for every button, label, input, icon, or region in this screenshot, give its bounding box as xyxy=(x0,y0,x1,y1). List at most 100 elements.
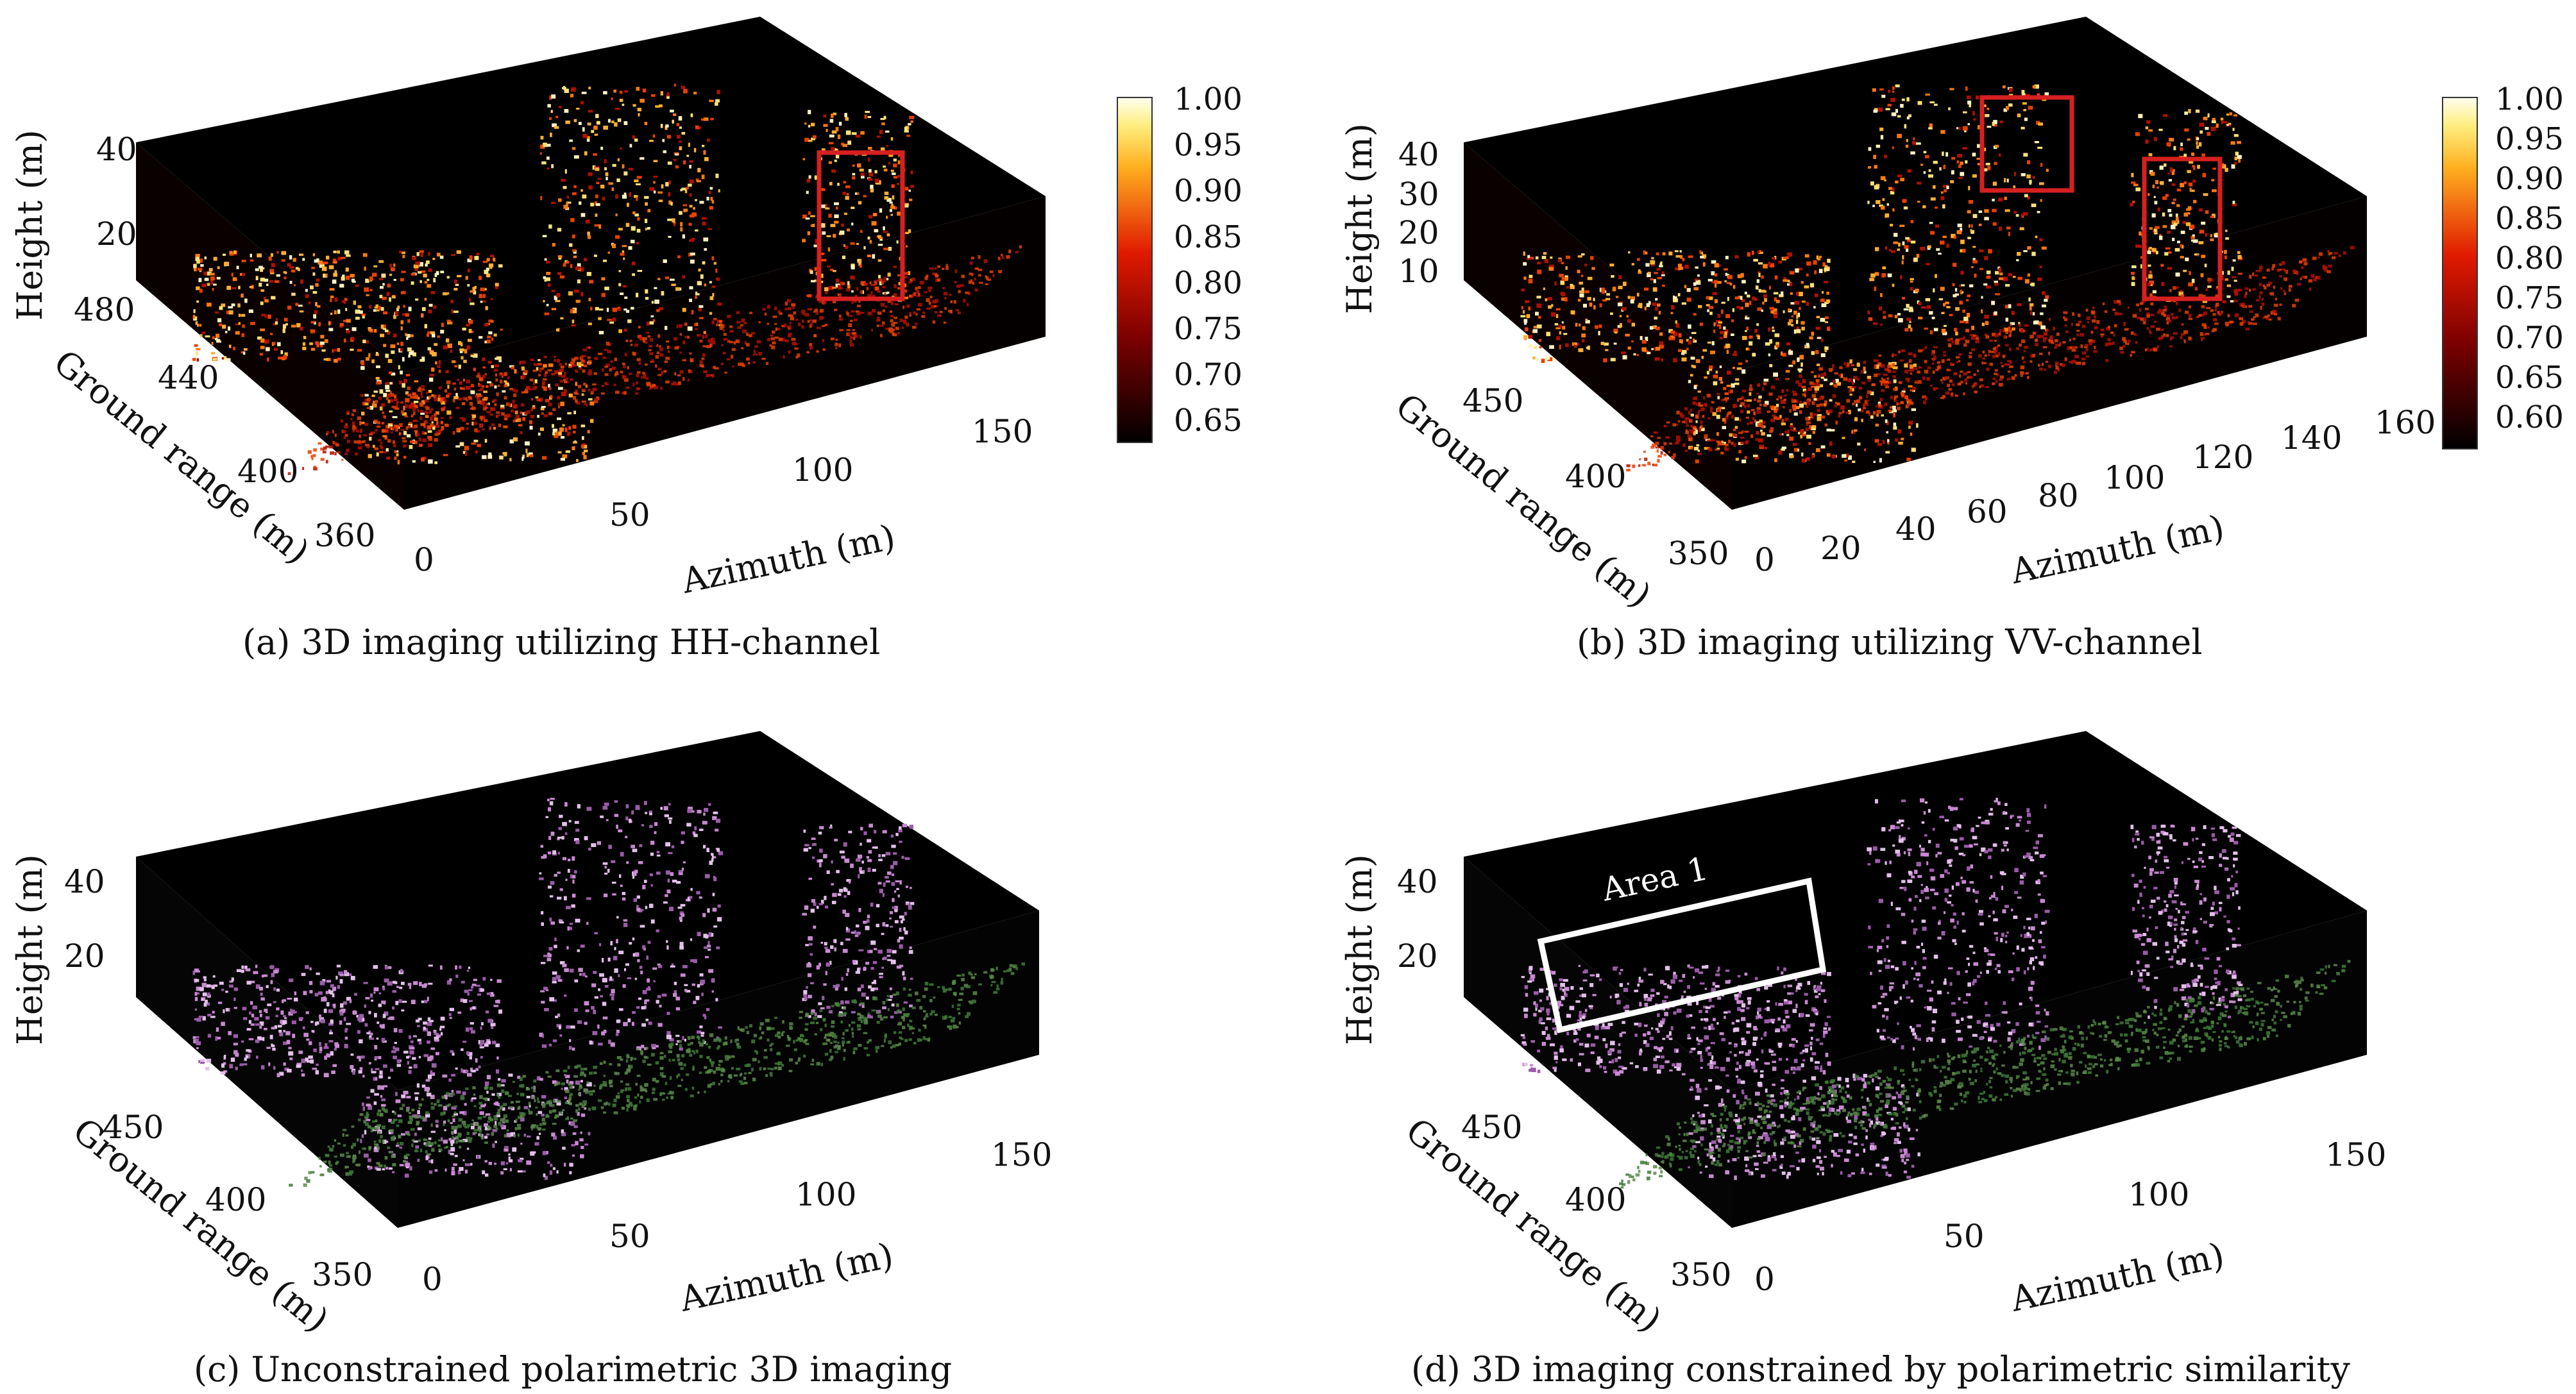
scatter-point xyxy=(850,275,855,280)
scatter-point xyxy=(928,286,933,290)
scatter-point xyxy=(1523,310,1525,314)
scatter-point xyxy=(612,317,616,322)
scatter-point xyxy=(1759,444,1764,448)
scatter-point xyxy=(2023,109,2027,112)
scatter-point xyxy=(2182,221,2187,224)
scatter-point xyxy=(604,382,608,385)
panel-a-colorbar: 1.000.950.900.850.800.750.700.65 xyxy=(1117,81,1242,443)
scatter-point xyxy=(2181,333,2185,336)
scatter-point xyxy=(258,282,262,287)
scatter-point xyxy=(617,158,620,162)
scatter-point xyxy=(2190,236,2194,239)
scatter-point xyxy=(1744,441,1749,444)
scatter-point xyxy=(1730,389,1733,394)
scatter-point xyxy=(1951,156,1956,160)
scatter-point xyxy=(349,999,352,1004)
scatter-point xyxy=(1733,404,1738,408)
scatter-point xyxy=(870,185,874,189)
scatter-point xyxy=(2253,316,2256,319)
scatter-point xyxy=(326,1002,330,1007)
scatter-point xyxy=(1718,376,1722,381)
scatter-point xyxy=(573,155,579,159)
scatter-point xyxy=(1679,267,1684,270)
scatter-point xyxy=(330,1019,334,1024)
scatter-point xyxy=(366,357,370,361)
scatter-point xyxy=(1534,346,1538,349)
scatter-point xyxy=(555,328,559,332)
scatter-point xyxy=(2038,321,2042,326)
scatter-point xyxy=(1894,395,1898,398)
scatter-point xyxy=(623,192,627,196)
scatter-point xyxy=(1695,430,1698,434)
colorbar-tick-label: 1.00 xyxy=(2495,81,2564,117)
scatter-point xyxy=(249,1011,251,1015)
scatter-point xyxy=(2284,270,2287,273)
scatter-point xyxy=(1923,171,1926,174)
scatter-point xyxy=(545,399,550,403)
scatter-point xyxy=(1650,435,1654,437)
scatter-point xyxy=(897,212,901,216)
scatter-point xyxy=(207,1002,210,1006)
scatter-point xyxy=(849,343,854,347)
scatter-point xyxy=(368,328,373,332)
scatter-point xyxy=(883,231,888,233)
scatter-point xyxy=(681,187,687,190)
scatter-point xyxy=(330,312,333,315)
scatter-point xyxy=(421,358,425,360)
scatter-point xyxy=(661,184,664,189)
scatter-point xyxy=(1849,359,1852,364)
scatter-point xyxy=(824,204,827,208)
scatter-point xyxy=(2046,169,2049,172)
scatter-point xyxy=(196,348,201,351)
scatter-point xyxy=(788,334,791,338)
scatter-point xyxy=(1955,307,1960,311)
scatter-point xyxy=(860,172,865,176)
scatter-point xyxy=(226,285,232,290)
scatter-point xyxy=(860,230,863,233)
scatter-point xyxy=(410,396,414,399)
scatter-point xyxy=(1955,356,1960,358)
scatter-point xyxy=(547,369,552,372)
scatter-point xyxy=(244,298,248,303)
scatter-point xyxy=(802,214,807,219)
scatter-point xyxy=(551,94,556,99)
scatter-point xyxy=(2183,181,2187,185)
scatter-point xyxy=(580,355,584,358)
scatter-point xyxy=(2239,289,2242,291)
scatter-point xyxy=(1893,409,1897,412)
scatter-point xyxy=(694,323,698,326)
scatter-point xyxy=(1820,353,1826,357)
scatter-point xyxy=(702,221,706,226)
scatter-point xyxy=(1722,426,1726,430)
scatter-point xyxy=(1985,386,1989,389)
scatter-point xyxy=(1831,455,1836,458)
scatter-point xyxy=(1773,416,1777,420)
scatter-point xyxy=(479,294,483,298)
scatter-point xyxy=(2237,273,2242,275)
scatter-point xyxy=(586,346,591,349)
scatter-point xyxy=(575,266,580,271)
scatter-point xyxy=(1959,320,1965,323)
scatter-point xyxy=(1551,304,1554,307)
scatter-point xyxy=(1759,419,1763,423)
scatter-point xyxy=(1823,403,1827,407)
scatter-point xyxy=(1995,293,2001,296)
scatter-point xyxy=(2146,120,2151,124)
scatter-point xyxy=(500,407,504,410)
scatter-point xyxy=(2166,321,2169,324)
scatter-point xyxy=(571,358,576,362)
scatter-point xyxy=(2327,249,2330,253)
scatter-point xyxy=(2145,126,2149,130)
scatter-point xyxy=(1970,336,1976,340)
scatter-point xyxy=(1976,335,1979,339)
scatter-point xyxy=(2018,322,2021,325)
scatter-point xyxy=(2194,287,2198,290)
scatter-point xyxy=(1684,449,1688,452)
scatter-point xyxy=(814,175,818,180)
scatter-point xyxy=(2171,170,2174,175)
scatter-point xyxy=(1880,293,1883,298)
scatter-point xyxy=(543,276,546,280)
scatter-point xyxy=(1753,298,1758,301)
scatter-point xyxy=(210,273,215,276)
scatter-point xyxy=(889,201,893,204)
